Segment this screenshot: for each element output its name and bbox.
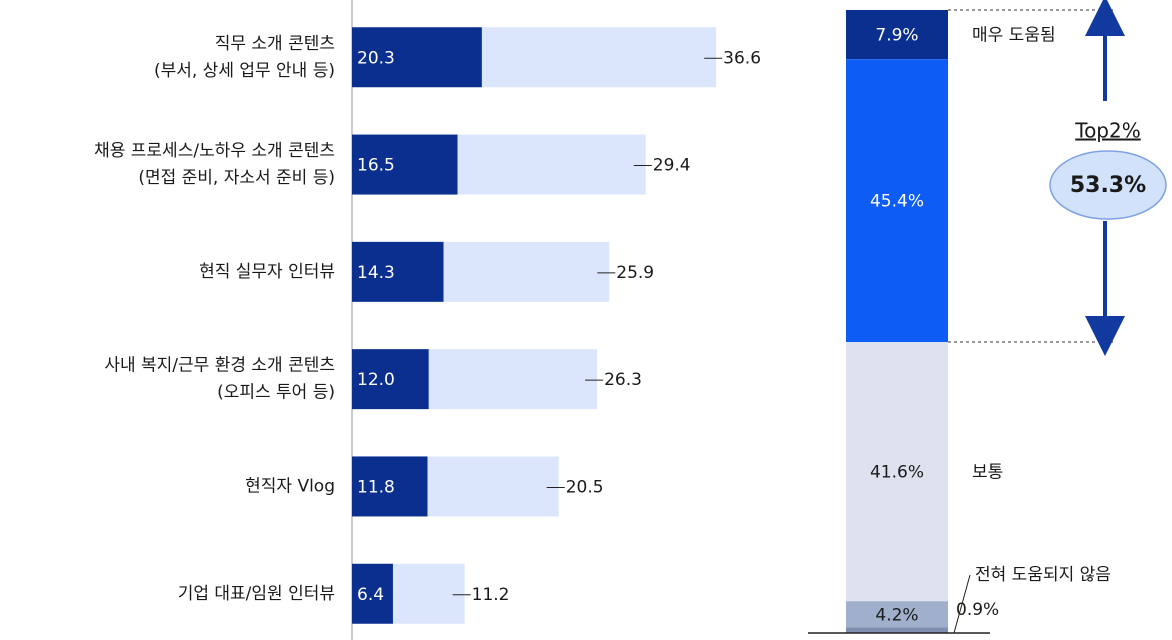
value-label: 20.3 [357, 48, 395, 68]
bar-segment [392, 563, 465, 624]
bar-segment [443, 241, 610, 302]
bar-segment [846, 342, 948, 602]
value-label: 6.4 [357, 585, 384, 605]
value-label: 0.9% [956, 600, 999, 620]
value-label: 4.2% [875, 605, 918, 625]
value-label: 20.5 [566, 477, 604, 497]
value-label: 45.4% [870, 192, 924, 212]
value-label: 26.3 [604, 370, 642, 390]
series-label: 전혀 도움되지 않음 [975, 565, 1111, 585]
value-label: 11.8 [357, 477, 395, 497]
value-label: 36.6 [723, 48, 761, 68]
bar-segment [457, 134, 646, 195]
bar-segment [846, 601, 948, 628]
category-label: 직무 소개 콘텐츠 [215, 34, 335, 54]
value-label: 41.6% [870, 463, 924, 483]
annotation-value: 53.3% [1070, 173, 1146, 198]
bar-segment [428, 349, 598, 410]
bar-segment [352, 563, 393, 624]
callout-line [953, 574, 971, 634]
value-label: 7.9% [875, 26, 918, 46]
bar-segment [352, 27, 482, 88]
category-label: 현직자 Vlog [245, 476, 335, 496]
series-label: 매우 도움됨 [972, 26, 1056, 46]
bar-segment [846, 627, 948, 633]
annotation-bubble [1049, 150, 1167, 220]
bar-segment [481, 27, 717, 88]
bar-segment [846, 59, 948, 343]
bar-segment [352, 349, 429, 410]
category-label: 채용 프로세스/노하우 소개 콘텐츠 [94, 141, 335, 161]
value-label: 25.9 [616, 263, 654, 283]
value-label: 12.0 [357, 370, 395, 390]
category-label: 기업 대표/임원 인터뷰 [178, 584, 335, 604]
value-label: 11.2 [472, 585, 510, 605]
category-label: (면접 준비, 자소서 준비 등) [138, 168, 335, 188]
bar-segment [427, 456, 559, 517]
bar-segment [352, 134, 458, 195]
category-label: (오피스 투어 등) [217, 383, 335, 403]
bar-segment [352, 241, 444, 302]
category-label: (부서, 상세 업무 안내 등) [154, 61, 335, 81]
category-label: 사내 복지/근무 환경 소개 콘텐츠 [104, 356, 335, 376]
bar-segment [352, 456, 428, 517]
category-label: 현직 실무자 인터뷰 [199, 262, 335, 282]
value-label: 16.5 [357, 156, 395, 176]
value-label: 29.4 [653, 156, 691, 176]
bar-segment [846, 10, 948, 60]
value-label: 14.3 [357, 263, 395, 283]
annotation-label: Top2% [1074, 119, 1140, 143]
series-label: 보통 [972, 463, 1003, 483]
